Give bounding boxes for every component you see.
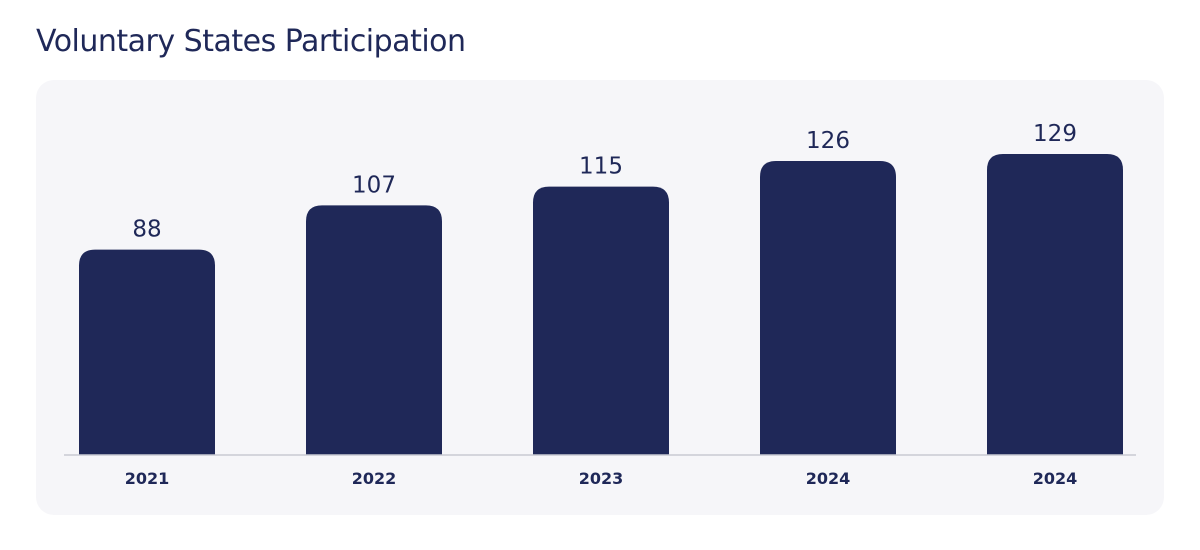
value-label: 107 — [352, 172, 396, 198]
x-tick-label: 2024 — [1033, 469, 1078, 488]
x-tick-label: 2024 — [806, 469, 851, 488]
x-tick-label: 2021 — [125, 469, 170, 488]
value-label: 129 — [1033, 121, 1077, 147]
bar-2024 — [987, 154, 1123, 455]
bar-2024 — [760, 161, 896, 455]
x-tick-label: 2022 — [352, 469, 397, 488]
bar-chart: 88 107 115 126 129 2021 2022 2023 2024 2024 — [64, 121, 1136, 488]
bar-2023 — [533, 186, 669, 455]
bar-2022 — [306, 205, 442, 455]
value-label: 88 — [132, 217, 161, 243]
chart-title: Voluntary States Participation — [36, 24, 466, 59]
bars: 88 107 115 126 129 — [79, 121, 1123, 455]
bar-2021 — [79, 249, 215, 455]
x-tick-label: 2023 — [579, 469, 624, 488]
value-label: 115 — [579, 154, 623, 180]
x-axis-ticks: 2021 2022 2023 2024 2024 — [125, 469, 1078, 488]
value-label: 126 — [806, 128, 850, 154]
chart-card: 88 107 115 126 129 2021 2022 2023 2024 2024 — [36, 80, 1164, 515]
